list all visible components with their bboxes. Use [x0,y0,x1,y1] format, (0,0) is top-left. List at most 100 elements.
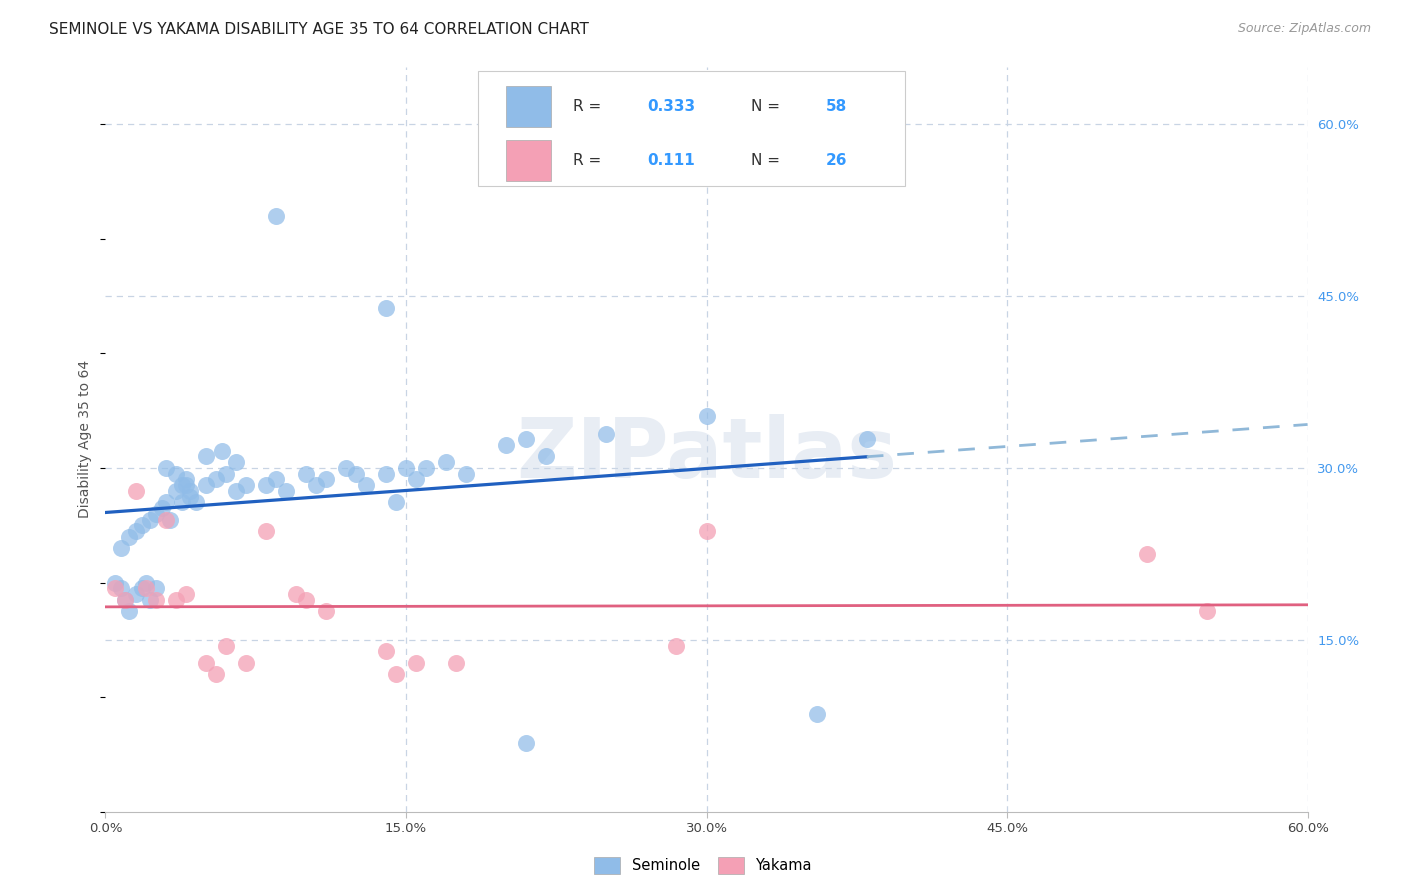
Point [174,587,197,601]
Point [264,209,287,223]
Point [515,433,537,447]
Point [225,483,247,498]
Text: N =: N = [751,99,785,114]
Point [204,472,226,486]
Point [415,461,437,475]
Point [434,455,457,469]
Point [114,592,136,607]
Point [124,483,146,498]
Point [124,587,146,601]
Point [194,450,217,464]
Point [344,467,367,481]
Bar [506,87,551,128]
Point [444,656,467,670]
Point [214,639,236,653]
Point [385,667,408,681]
Point [104,575,127,590]
Text: 0.333: 0.333 [648,99,696,114]
Point [315,604,337,618]
Point [194,478,217,492]
Point [118,604,141,618]
Point [405,656,427,670]
Point [135,582,157,596]
Point [124,524,146,538]
Text: SEMINOLE VS YAKAMA DISABILITY AGE 35 TO 64 CORRELATION CHART: SEMINOLE VS YAKAMA DISABILITY AGE 35 TO … [49,22,589,37]
Point [104,582,127,596]
Point [165,467,187,481]
Point [295,592,318,607]
Point [264,472,287,486]
Bar [506,140,551,181]
Point [174,478,197,492]
Point [179,490,201,504]
Point [1136,547,1159,561]
Point [174,472,197,486]
Point [806,707,828,722]
Point [165,483,187,498]
Point [138,592,160,607]
Point [1197,604,1219,618]
Point [145,582,167,596]
Point [150,501,173,516]
Point [118,530,141,544]
Point [315,472,337,486]
Point [495,438,517,452]
Legend: Seminole, Yakama: Seminole, Yakama [588,851,818,880]
Point [155,512,177,526]
Point [254,524,277,538]
Point [131,518,153,533]
Point [225,455,247,469]
Text: R =: R = [574,99,606,114]
Point [305,478,328,492]
Point [254,478,277,492]
Point [138,512,160,526]
Point [131,582,153,596]
Text: Source: ZipAtlas.com: Source: ZipAtlas.com [1237,22,1371,36]
Point [534,450,557,464]
Point [284,587,307,601]
Point [211,443,233,458]
Y-axis label: Disability Age 35 to 64: Disability Age 35 to 64 [79,360,93,518]
Point [179,483,201,498]
Text: 58: 58 [825,99,846,114]
Point [155,461,177,475]
Point [696,524,718,538]
Point [114,592,136,607]
Point [110,541,132,556]
Point [595,426,617,441]
Point [515,736,537,750]
Point [145,507,167,521]
Point [405,472,427,486]
Point [274,483,297,498]
Point [110,582,132,596]
Point [145,592,167,607]
Point [395,461,418,475]
Point [165,592,187,607]
Point [214,467,236,481]
Point [155,495,177,509]
Point [374,467,398,481]
Point [374,644,398,658]
Point [335,461,357,475]
FancyBboxPatch shape [478,70,905,186]
Point [135,575,157,590]
Text: N =: N = [751,153,785,169]
Text: ZIPatlas: ZIPatlas [516,414,897,495]
Point [696,409,718,424]
Text: 0.111: 0.111 [648,153,696,169]
Point [295,467,318,481]
Point [170,495,193,509]
Point [855,433,877,447]
Point [159,512,181,526]
Point [235,478,257,492]
Point [385,495,408,509]
Point [184,495,207,509]
Point [235,656,257,670]
Point [204,667,226,681]
Text: 26: 26 [825,153,846,169]
Point [354,478,377,492]
Point [194,656,217,670]
Point [665,639,688,653]
Point [170,478,193,492]
Text: R =: R = [574,153,612,169]
